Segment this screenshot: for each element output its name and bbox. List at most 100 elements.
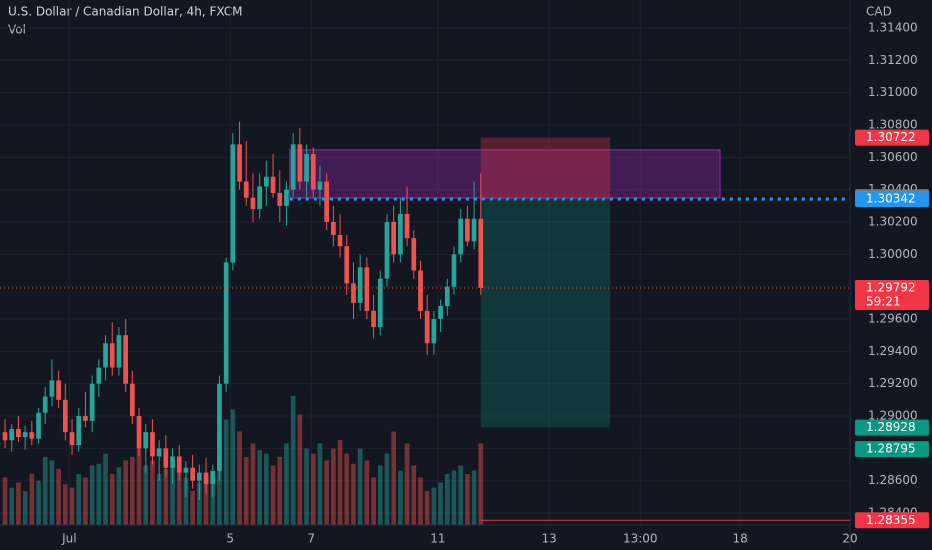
volume-bar bbox=[163, 468, 169, 525]
candle-body bbox=[371, 310, 376, 328]
volume-bar bbox=[471, 470, 477, 525]
price-badge-label: 1.28795 bbox=[866, 442, 916, 456]
price-badge bbox=[855, 191, 929, 208]
volume-bar bbox=[344, 453, 350, 525]
candle-body bbox=[223, 262, 229, 384]
candle-body bbox=[96, 367, 102, 384]
candle-body bbox=[176, 456, 182, 473]
candle-body bbox=[163, 448, 169, 468]
candle-body bbox=[109, 343, 115, 368]
volume-bar bbox=[62, 484, 68, 525]
candle-body bbox=[357, 267, 363, 303]
candle-body bbox=[183, 467, 189, 473]
volume-bar bbox=[129, 457, 135, 525]
candle-body bbox=[351, 283, 356, 303]
volume-bar bbox=[223, 419, 229, 525]
y-tick-label: 1.29400 bbox=[868, 344, 918, 358]
volume-bar bbox=[384, 453, 390, 525]
volume-bar bbox=[438, 482, 443, 525]
volume-bar bbox=[424, 491, 430, 525]
volume-bar bbox=[76, 474, 82, 525]
candle-body bbox=[337, 234, 343, 247]
volume-bar bbox=[317, 443, 323, 525]
x-tick-label: 20 bbox=[842, 532, 857, 546]
candle-body bbox=[123, 335, 128, 384]
volume-bar bbox=[418, 477, 423, 525]
countdown-label: 59:21 bbox=[866, 294, 901, 308]
candle-body bbox=[304, 154, 309, 182]
candle-body bbox=[478, 218, 484, 288]
candle-body bbox=[42, 396, 48, 413]
stop-zone bbox=[480, 137, 611, 200]
volume-bar bbox=[351, 463, 356, 525]
candle-body bbox=[89, 383, 95, 421]
candle-body bbox=[451, 254, 457, 287]
volume-bar bbox=[190, 491, 195, 525]
candle-body bbox=[424, 310, 430, 344]
candle-body bbox=[324, 181, 330, 222]
volume-label: Vol bbox=[8, 23, 26, 37]
candle-body bbox=[36, 412, 41, 439]
volume-bar bbox=[297, 414, 303, 525]
candle-body bbox=[250, 197, 256, 210]
candle-body bbox=[310, 154, 316, 190]
candle-body bbox=[284, 189, 289, 206]
candle-body bbox=[243, 181, 249, 198]
x-tick-label: 13:00 bbox=[623, 532, 658, 546]
volume-bar bbox=[237, 431, 242, 525]
candle-body bbox=[384, 221, 390, 279]
volume-bar bbox=[29, 474, 35, 525]
candle-body bbox=[237, 144, 242, 182]
x-tick-label: 7 bbox=[307, 532, 315, 546]
range-box bbox=[289, 149, 721, 199]
candle-body bbox=[391, 221, 397, 255]
volume-bar bbox=[290, 395, 296, 525]
x-tick-label: 18 bbox=[732, 532, 747, 546]
candle-body bbox=[170, 456, 175, 468]
volume-bar bbox=[150, 460, 155, 525]
candle-body bbox=[56, 380, 61, 400]
y-tick-label: 1.30000 bbox=[868, 247, 918, 261]
volume-bar bbox=[270, 465, 276, 525]
volume-bar bbox=[56, 468, 61, 525]
price-badge bbox=[855, 129, 929, 146]
volume-bar bbox=[411, 465, 417, 525]
volume-bar bbox=[264, 453, 269, 525]
candle-body bbox=[129, 383, 135, 417]
price-badge bbox=[855, 512, 929, 529]
candle-body bbox=[190, 467, 195, 481]
candle-body bbox=[398, 213, 403, 255]
volume-bar bbox=[176, 470, 182, 525]
candle-body bbox=[444, 286, 450, 307]
candle-body bbox=[465, 218, 470, 242]
candle-body bbox=[9, 428, 15, 441]
candle-body bbox=[136, 416, 142, 449]
price-badge-label: 1.30342 bbox=[866, 192, 916, 206]
candle-body bbox=[49, 380, 55, 397]
volume-bar bbox=[136, 448, 142, 525]
volume-bar bbox=[217, 436, 222, 525]
y-tick-label: 1.28600 bbox=[868, 473, 918, 487]
candle-body bbox=[197, 472, 202, 481]
volume-bar bbox=[203, 474, 209, 525]
volume-bar bbox=[337, 440, 343, 525]
volume-bar bbox=[197, 482, 202, 525]
volume-bar bbox=[89, 465, 95, 525]
volume-bar bbox=[109, 474, 115, 525]
volume-bar bbox=[310, 453, 316, 525]
volume-bar bbox=[250, 443, 256, 525]
volume-bar bbox=[22, 491, 28, 525]
volume-bar bbox=[444, 474, 450, 525]
volume-bar bbox=[398, 470, 403, 525]
candle-body bbox=[203, 472, 209, 484]
candle-body bbox=[471, 218, 477, 242]
volume-bar bbox=[257, 450, 263, 525]
candle-body bbox=[364, 267, 370, 311]
volume-bar bbox=[16, 482, 21, 525]
volume-bar bbox=[230, 409, 236, 525]
candle-body bbox=[69, 432, 75, 446]
candle-body bbox=[230, 144, 236, 263]
candle-body bbox=[411, 238, 417, 271]
volume-bar bbox=[143, 465, 149, 525]
candle-body bbox=[76, 416, 82, 446]
